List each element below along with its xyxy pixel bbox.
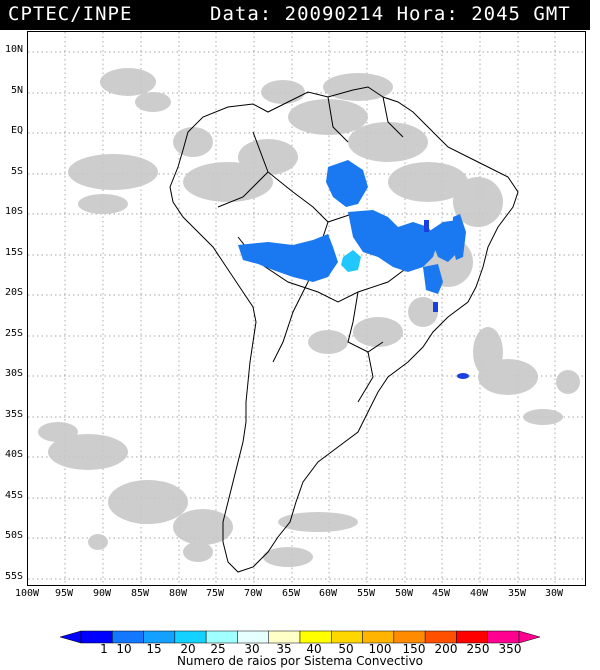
- lon-label: 30W: [544, 588, 564, 599]
- cloud-cover: [38, 68, 580, 567]
- legend-arrow-left: [59, 630, 82, 644]
- cluster-coast-east: [452, 214, 466, 260]
- legend-label: 150: [402, 642, 426, 656]
- cluster-amazon: [326, 160, 368, 207]
- lat-label: EQ: [10, 125, 23, 136]
- lon-label: 40W: [469, 588, 489, 599]
- lon-label: 45W: [431, 588, 451, 599]
- lat-label: 15S: [4, 247, 23, 258]
- legend-label: 15: [146, 642, 162, 656]
- lat-label: 5S: [10, 166, 23, 177]
- cluster-dark-2: [433, 302, 438, 312]
- legend-label: 1: [100, 642, 108, 656]
- organization-label: CPTEC/INPE: [8, 3, 133, 25]
- lat-label: 40S: [4, 449, 23, 460]
- cluster-south: [423, 264, 443, 294]
- lat-label: 30S: [4, 368, 23, 379]
- lon-label: 70W: [243, 588, 263, 599]
- header-bar: CPTEC/INPE Data: 20090214 Hora: 2045 GMT: [0, 0, 590, 30]
- lon-label: 55W: [356, 588, 376, 599]
- lon-label: 75W: [205, 588, 225, 599]
- lat-label: 55S: [4, 571, 23, 582]
- lon-label: 65W: [281, 588, 301, 599]
- map-canvas: [28, 32, 585, 585]
- map-panel: [27, 31, 586, 586]
- lon-label: 85W: [130, 588, 150, 599]
- colorbar: [59, 630, 541, 644]
- legend-label: 350: [498, 642, 522, 656]
- legend-label: 200: [434, 642, 458, 656]
- color-legend: [0, 625, 600, 670]
- lat-label: 10S: [4, 206, 23, 217]
- lat-label: 5N: [10, 85, 23, 96]
- coastline: [169, 86, 519, 573]
- lat-label: 50S: [4, 530, 23, 541]
- legend-label: 250: [466, 642, 490, 656]
- lon-label: 80W: [168, 588, 188, 599]
- legend-arrow-right: [518, 630, 541, 644]
- legend-label: 10: [116, 642, 132, 656]
- legend-label: 30: [244, 642, 260, 656]
- legend-label: 50: [338, 642, 354, 656]
- lightning-clusters: [238, 160, 469, 379]
- lat-label: 10N: [4, 44, 23, 55]
- lat-label: 45S: [4, 490, 23, 501]
- legend-label: 100: [368, 642, 392, 656]
- lon-label: 60W: [318, 588, 338, 599]
- cluster-west: [238, 234, 338, 282]
- lat-label: 20S: [4, 287, 23, 298]
- legend-label: 40: [306, 642, 322, 656]
- legend-label: 25: [210, 642, 226, 656]
- lon-label: 50W: [394, 588, 414, 599]
- cluster-dark-1: [424, 220, 429, 232]
- lon-label: 100W: [14, 588, 40, 599]
- lat-label: 25S: [4, 328, 23, 339]
- lon-label: 95W: [54, 588, 74, 599]
- lat-label: 35S: [4, 409, 23, 420]
- date-time-stamp: Data: 20090214 Hora: 2045 GMT: [210, 3, 571, 25]
- cluster-central: [348, 210, 438, 272]
- legend-title: Numero de raios por Sistema Convectivo: [176, 654, 424, 668]
- cluster-cyan: [341, 250, 361, 272]
- legend-label: 35: [276, 642, 292, 656]
- legend-label: 20: [180, 642, 196, 656]
- lon-label: 35W: [507, 588, 527, 599]
- lon-label: 90W: [92, 588, 112, 599]
- cluster-offshore: [457, 373, 469, 379]
